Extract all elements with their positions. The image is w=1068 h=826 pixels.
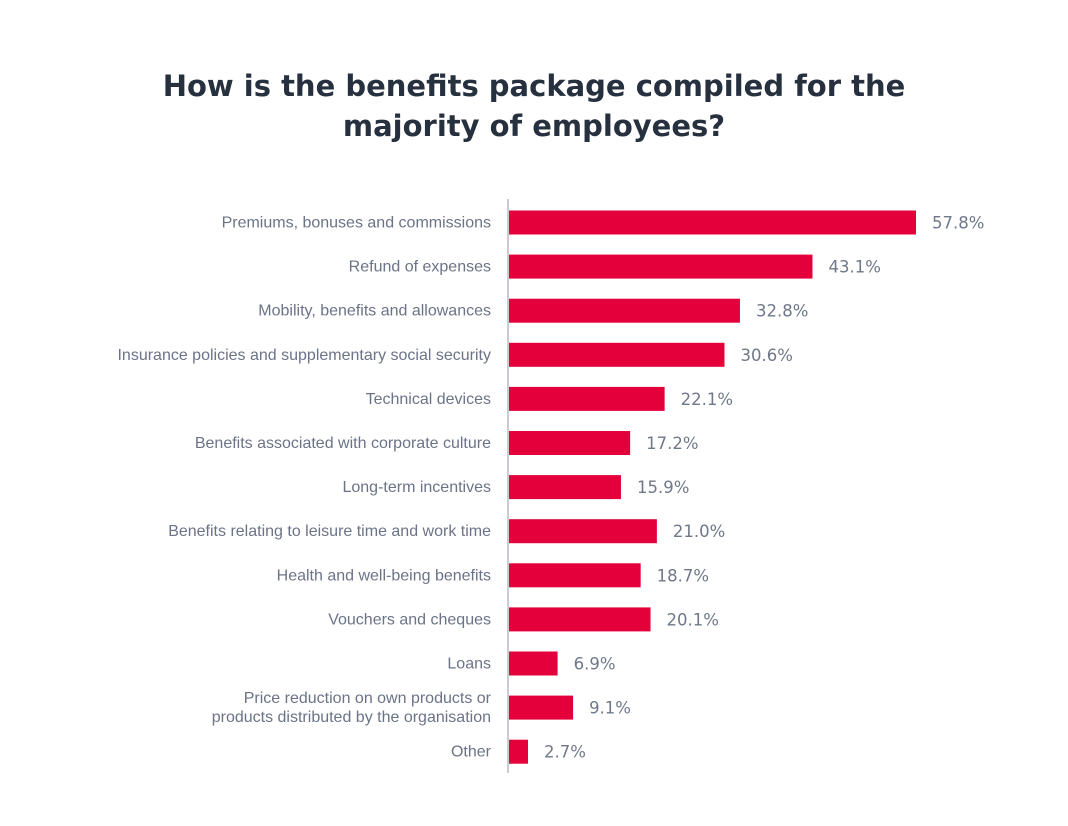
value-label-3: 30.6% <box>740 346 792 365</box>
category-label-4-line-0: Technical devices <box>366 391 491 408</box>
value-labels-group: 57.8% 43.1% 32.8% 30.6% 22.1% 17.2% 15.9% 21.0%… <box>544 214 984 762</box>
bar-0 <box>509 210 916 235</box>
bar-12 <box>509 739 529 764</box>
bar-6 <box>509 475 621 500</box>
bar-11 <box>509 695 574 720</box>
value-label-9: 20.1% <box>667 610 719 629</box>
value-label-8: 18.7% <box>657 566 709 585</box>
chart-title-line-1: How is the benefits package compiled for… <box>162 69 906 103</box>
category-label-6-line-0: Long-term incentives <box>342 479 491 496</box>
value-label-7: 21.0% <box>673 522 725 541</box>
bar-1 <box>509 254 813 279</box>
category-label-5: Benefits associated with corporate cultu… <box>195 435 491 452</box>
category-label-8: Health and well-being benefits <box>277 567 491 584</box>
category-label-8-line-0: Health and well-being benefits <box>277 567 491 584</box>
value-label-2: 32.8% <box>756 302 808 321</box>
value-label-6: 15.9% <box>637 478 689 497</box>
value-label-10: 6.9% <box>574 655 616 674</box>
category-label-10-line-0: Loans <box>447 656 491 673</box>
value-label-11: 9.1% <box>589 699 631 718</box>
category-label-0: Premiums, bonuses and commissions <box>222 215 491 232</box>
category-labels-group: Premiums, bonuses and commissions Refund … <box>117 215 491 761</box>
bar-4 <box>509 386 665 411</box>
category-label-7: Benefits relating to leisure time and wo… <box>168 523 491 540</box>
category-label-9-line-0: Vouchers and cheques <box>328 611 491 628</box>
value-label-0: 57.8% <box>932 214 984 233</box>
bar-7 <box>509 519 657 544</box>
value-label-12: 2.7% <box>544 743 586 762</box>
bar-9 <box>509 607 651 632</box>
category-label-10: Loans <box>447 656 491 673</box>
category-label-12-line-0: Other <box>451 744 492 761</box>
category-label-3-line-0: Insurance policies and supplementary soc… <box>117 347 491 364</box>
bar-10 <box>509 651 558 676</box>
bars-group <box>509 210 916 764</box>
category-label-11: Price reduction on own products or produc… <box>212 690 492 726</box>
category-label-2: Mobility, benefits and allowances <box>258 303 491 320</box>
category-label-1: Refund of expenses <box>349 259 491 276</box>
category-label-2-line-0: Mobility, benefits and allowances <box>258 303 491 320</box>
bar-8 <box>509 563 641 588</box>
value-label-5: 17.2% <box>646 434 698 453</box>
category-label-1-line-0: Refund of expenses <box>349 259 491 276</box>
category-label-9: Vouchers and cheques <box>328 611 491 628</box>
category-label-7-line-0: Benefits relating to leisure time and wo… <box>168 523 491 540</box>
category-label-5-line-0: Benefits associated with corporate cultu… <box>195 435 491 452</box>
category-label-6: Long-term incentives <box>342 479 491 496</box>
category-label-12: Other <box>451 744 492 761</box>
chart-title: How is the benefits package compiled for… <box>0 66 1068 146</box>
bar-2 <box>509 298 740 323</box>
category-label-0-line-0: Premiums, bonuses and commissions <box>222 215 491 232</box>
category-label-11-line-0: Price reduction on own products or <box>244 690 492 707</box>
value-label-4: 22.1% <box>681 390 733 409</box>
bar-3 <box>509 342 725 367</box>
bar-5 <box>509 431 631 455</box>
category-label-4: Technical devices <box>366 391 491 408</box>
category-label-11-line-1: products distributed by the organisation <box>212 709 491 726</box>
value-label-1: 43.1% <box>828 258 880 277</box>
category-label-3: Insurance policies and supplementary soc… <box>117 347 491 364</box>
chart-title-line-2: majority of employees? <box>342 109 726 143</box>
